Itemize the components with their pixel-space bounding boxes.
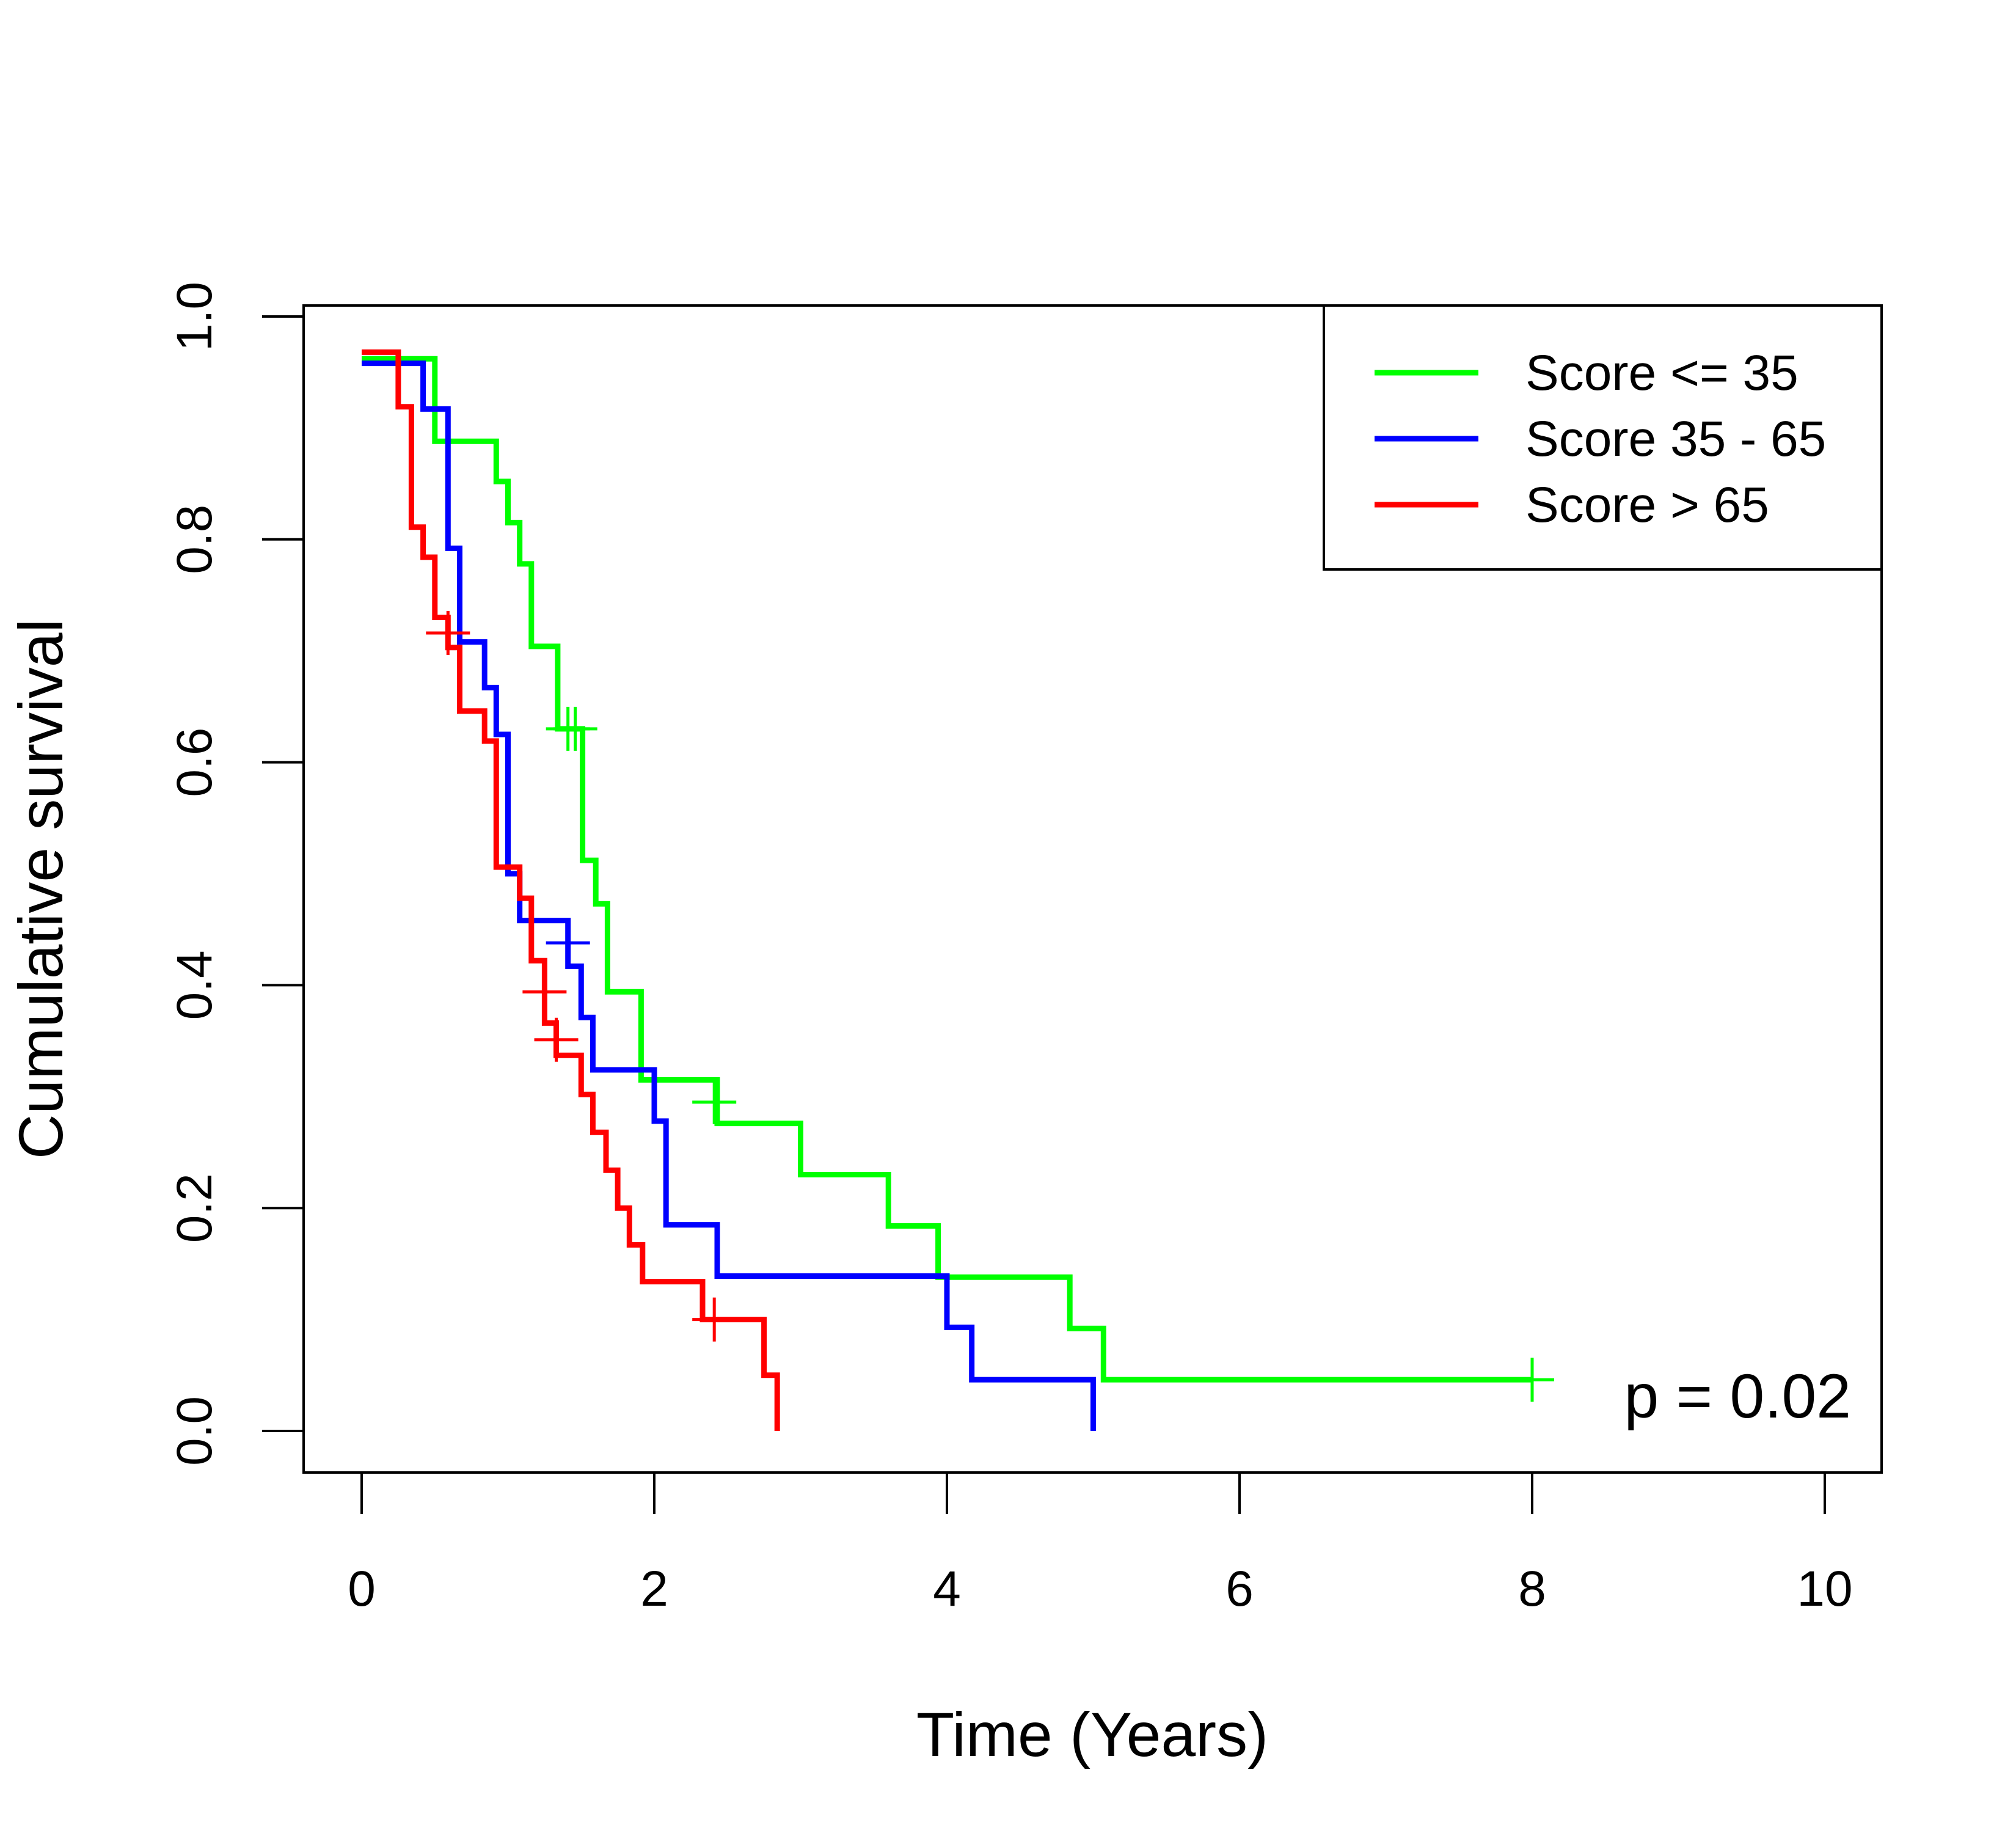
x-tick-label: 2 (640, 1561, 668, 1617)
p-value-annotation: p = 0.02 (1624, 1361, 1852, 1431)
x-axis-title: Time (Years) (916, 1700, 1268, 1769)
survival-curve-series-3 (362, 349, 780, 1431)
x-tick-label: 8 (1518, 1561, 1546, 1617)
y-axis-title: Cumulative survival (6, 619, 76, 1159)
y-tick-label: 0.0 (167, 1396, 222, 1466)
legend-label: Score <= 35 (1525, 345, 1799, 401)
censor-marks (426, 611, 1554, 1402)
survival-curve-series-2 (362, 360, 1096, 1431)
y-axis: 0.0 0.2 0.4 0.6 0.8 1.0 (167, 282, 305, 1466)
y-tick-label: 0.4 (167, 950, 222, 1020)
legend: Score <= 35 Score 35 - 65 Score > 65 (1323, 304, 1883, 571)
x-tick-label: 0 (348, 1561, 376, 1617)
legend-label: Score 35 - 65 (1525, 411, 1826, 467)
legend-label: Score > 65 (1525, 477, 1769, 533)
survival-curves (362, 349, 1532, 1431)
y-tick-label: 1.0 (167, 282, 222, 351)
y-tick-label: 0.2 (167, 1173, 222, 1243)
y-tick-label: 0.8 (167, 505, 222, 574)
x-tick-label: 4 (933, 1561, 961, 1617)
survival-curve-series-1 (362, 356, 1532, 1383)
x-tick-label: 10 (1797, 1561, 1852, 1617)
legend-items: Score <= 35 Score 35 - 65 Score > 65 (1375, 345, 1826, 533)
x-axis: 0 2 4 6 8 10 (348, 1471, 1853, 1617)
y-tick-label: 0.6 (167, 728, 222, 797)
legend-box (1323, 304, 1883, 571)
x-tick-label: 6 (1225, 1561, 1254, 1617)
